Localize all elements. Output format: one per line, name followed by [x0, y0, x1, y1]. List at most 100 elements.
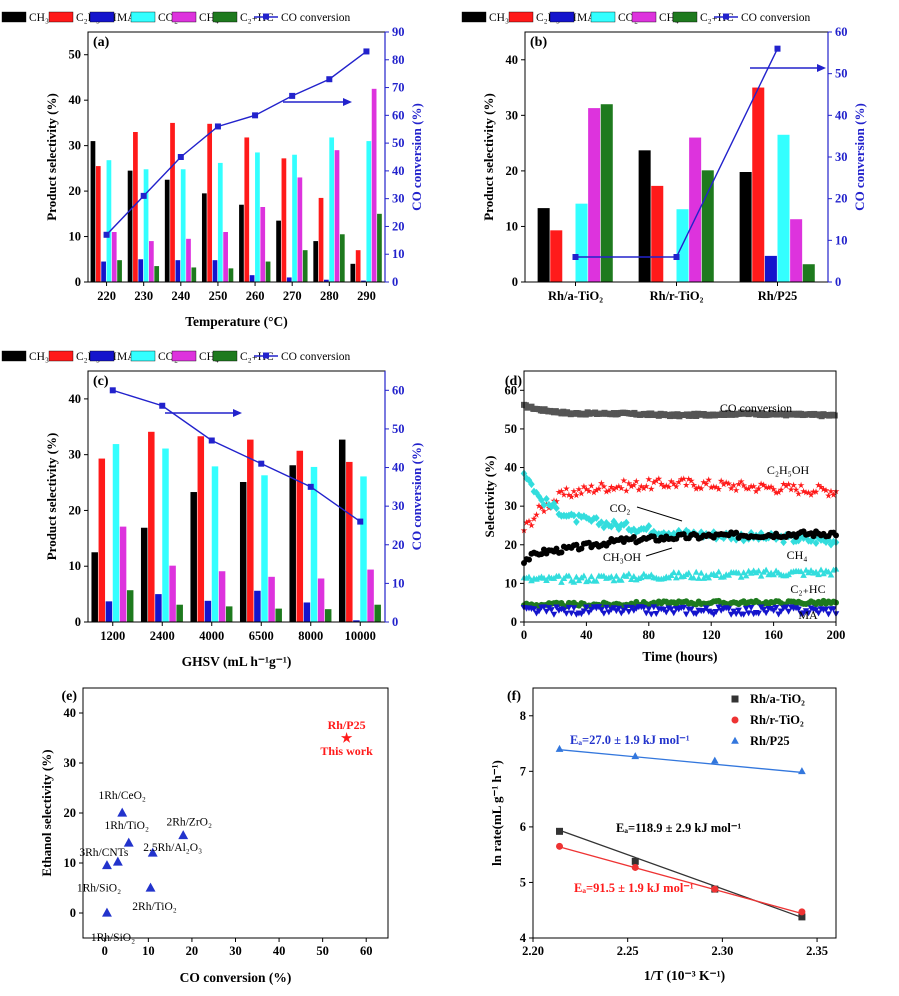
bar-C2HC-Rh/a-TiO₂: [600, 104, 613, 282]
bar-MA-10000: [353, 620, 360, 622]
x-tick-label: 40: [580, 628, 593, 642]
legend-label: CO conversion: [281, 351, 351, 363]
point-CO2: [540, 501, 548, 509]
y-tick-label: 40: [69, 93, 82, 107]
point-Rh/a-TiO2: [556, 827, 564, 835]
y-tick-label: 30: [69, 448, 82, 462]
y2-tick-label: 40: [835, 108, 848, 122]
point-label: 2.5Rh/Al₂O₃: [143, 842, 202, 854]
y-tick-label: 10: [505, 576, 518, 590]
bar-CH3OH-270: [276, 220, 281, 282]
legend-swatch-CH3OH: [1, 11, 27, 23]
point-C2H5OH: [820, 485, 827, 493]
legend-swatch-C2H5OH: [48, 11, 74, 23]
x-tick-label: 270: [283, 289, 302, 303]
legend-swatch-C2H5OH: [48, 350, 74, 362]
point-C2H5OH: [760, 481, 767, 488]
y2-tick-label: 30: [835, 150, 848, 164]
y-tick-label: 20: [69, 184, 82, 198]
point-C2H5OH: [637, 482, 645, 490]
y-tick-label: 10: [506, 219, 519, 233]
point-CH3OH: [578, 545, 585, 552]
point-C2H5OH: [780, 480, 787, 487]
bar-CH4-250: [223, 232, 228, 282]
point-CO2: [593, 514, 600, 522]
legend-swatch-CH4: [171, 350, 197, 362]
point-CH4: [675, 569, 683, 576]
bar-CO2-8000: [310, 466, 318, 622]
x-tick-label: 50: [316, 944, 329, 958]
bar-C2H5OH-1200: [98, 458, 106, 622]
legend-marker-conversion: [263, 13, 269, 20]
point-C2H5OH: [707, 483, 715, 491]
point-MA: [580, 608, 588, 615]
point-CO2: [650, 527, 658, 536]
activation-energy-Rh/P25: Eₐ=27.0 ± 1.9 kJ mol⁻¹: [570, 733, 690, 747]
point-MA: [755, 610, 762, 617]
point-CH4: [610, 577, 618, 584]
point-C2H5OH: [612, 484, 620, 491]
point-C2H5OH: [535, 502, 543, 509]
x-axis-title: CO conversion (%): [180, 970, 292, 985]
legend-marker-Rh/a-TiO2: [731, 695, 739, 703]
legend-marker-Rh/P25: [731, 736, 739, 744]
y2-tick-label: 60: [392, 108, 405, 122]
panel-label: (f): [507, 689, 521, 704]
point-CH3OH: [810, 533, 817, 540]
bar-CH3OH-10000: [338, 439, 346, 622]
point-C2H5OH: [800, 487, 807, 495]
point-CO2: [595, 520, 603, 529]
bar-CO2-230: [143, 169, 149, 282]
bar-C2H5OH-Rh/r-TiO₂: [651, 185, 664, 282]
y2-tick-label: 70: [392, 81, 405, 95]
point-CH4: [543, 576, 550, 583]
legend-swatch-CH4: [631, 11, 657, 23]
x-tick-label: 8000: [298, 629, 323, 643]
point-MA: [540, 604, 548, 611]
point-C2H5OH: [735, 480, 743, 488]
point-MA: [727, 611, 735, 618]
point-C2H5OH: [660, 483, 668, 490]
bar-CO2-290: [366, 141, 372, 282]
point-Rh/r-TiO2: [631, 863, 639, 871]
x-tick-label: 220: [97, 289, 116, 303]
point-C2H5OH: [757, 480, 765, 487]
point-2.5Rh/Al₂O₃: [147, 847, 158, 857]
point-CH4: [800, 571, 807, 578]
point-C2H5OH: [767, 483, 775, 490]
y-axis-title: Product selectivity (%): [481, 93, 496, 221]
point-1Rh/TiO₂: [123, 837, 134, 847]
legend-swatch-MA: [89, 350, 115, 362]
point-MA: [770, 607, 777, 614]
point-C2H5OH: [737, 478, 745, 485]
y2-tick-label: 20: [392, 219, 405, 233]
bar-CO2-1200: [112, 444, 120, 622]
point-Rh/P25: [798, 767, 806, 775]
point-MA: [825, 611, 832, 618]
point-MA: [702, 605, 710, 612]
bar-CH3OH-Rh/P25: [739, 172, 752, 282]
point-C2H5OH: [583, 485, 590, 493]
bar-MA-1200: [105, 601, 113, 622]
x-tick-label: 2.35: [806, 944, 828, 958]
point-MA: [777, 608, 785, 615]
conversion-marker: [140, 192, 147, 199]
bar-CH4-Rh/P25: [790, 219, 803, 282]
point-MA: [662, 609, 670, 616]
point-Rh/P25: [710, 756, 719, 764]
y-tick-label: 40: [64, 706, 77, 720]
bar-C2H5OH-Rh/P25: [752, 87, 765, 282]
point-C2H5OH: [717, 477, 725, 484]
bar-CH4-290: [371, 88, 377, 283]
point-C2H5OH: [787, 486, 795, 493]
bar-C2HC-10000: [374, 604, 381, 622]
point-C2H5OH: [533, 511, 540, 518]
bar-CO2-Rh/a-TiO₂: [575, 203, 588, 282]
x-tick-label: 20: [186, 944, 199, 958]
point-CH4: [695, 574, 703, 581]
y-tick-label: 40: [506, 53, 519, 67]
conversion-marker: [774, 45, 781, 52]
y-tick-label: 7: [520, 764, 526, 778]
